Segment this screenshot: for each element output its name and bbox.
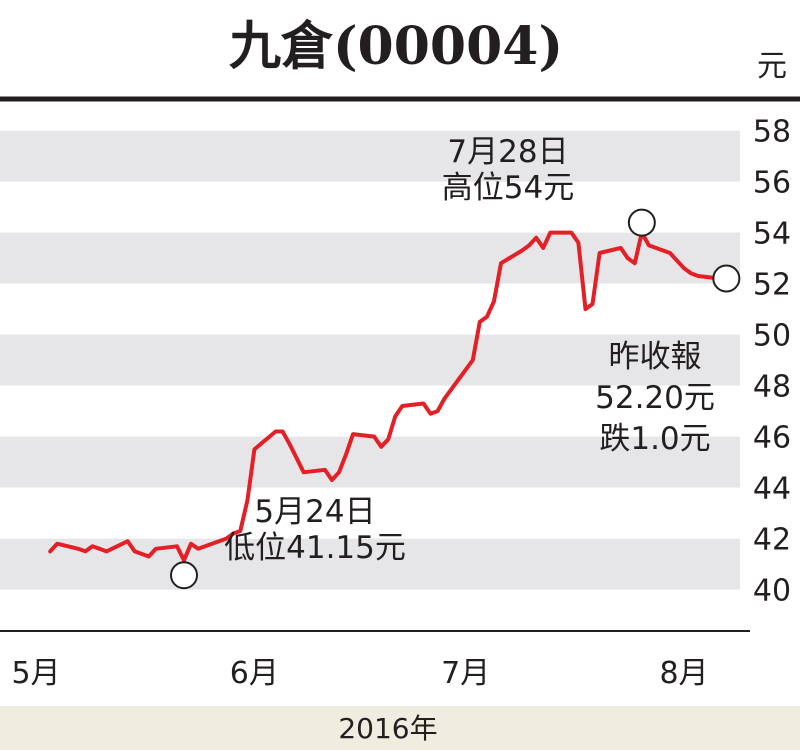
y-tick-label: 40	[753, 574, 791, 609]
annotation-marker	[627, 208, 656, 237]
annotation-marker	[170, 561, 198, 590]
year-label: 2016年	[338, 712, 437, 745]
y-tick-label: 52	[753, 268, 791, 303]
y-tick-label: 46	[753, 421, 791, 456]
y-tick-label: 54	[753, 217, 791, 252]
grid-bands	[0, 130, 740, 590]
grid-band	[0, 334, 740, 386]
unit-label: 元	[757, 49, 787, 84]
y-tick-label: 56	[753, 166, 791, 201]
grid-band	[0, 436, 740, 488]
x-tick-label: 5月	[11, 656, 60, 691]
grid-band	[0, 232, 740, 284]
chart-title: 九倉(00004)	[229, 16, 563, 77]
y-tick-label: 48	[753, 370, 791, 405]
price-series-line	[48, 230, 729, 563]
x-tick-label: 7月	[441, 656, 490, 691]
annotation-marker	[712, 264, 741, 293]
x-tick-label: 6月	[230, 656, 279, 691]
annotation-text: 昨收報	[609, 339, 702, 375]
grid-band	[0, 538, 740, 590]
annotation-text: 7月28日	[447, 134, 568, 170]
x-tick-labels: 5月 6月 7月 8月	[11, 656, 708, 691]
annotation-text: 跌1.0元	[599, 421, 710, 457]
y-tick-label: 42	[753, 523, 791, 558]
y-tick-label: 44	[753, 472, 791, 507]
annotation-text: 5月24日	[254, 494, 375, 530]
annotation-text: 高位54元	[442, 170, 574, 206]
annotation-text: 52.20元	[595, 380, 715, 416]
y-tick-labels: 40 42 44 46 48 50 52 54 56 58	[753, 115, 791, 609]
y-tick-label: 50	[753, 319, 791, 354]
annotation-markers	[170, 208, 741, 590]
annotation-text: 低位41.15元	[224, 530, 406, 566]
x-tick-label: 8月	[659, 656, 708, 691]
year-footer	[0, 706, 800, 750]
y-tick-label: 58	[753, 115, 791, 150]
grid-band	[0, 130, 740, 182]
